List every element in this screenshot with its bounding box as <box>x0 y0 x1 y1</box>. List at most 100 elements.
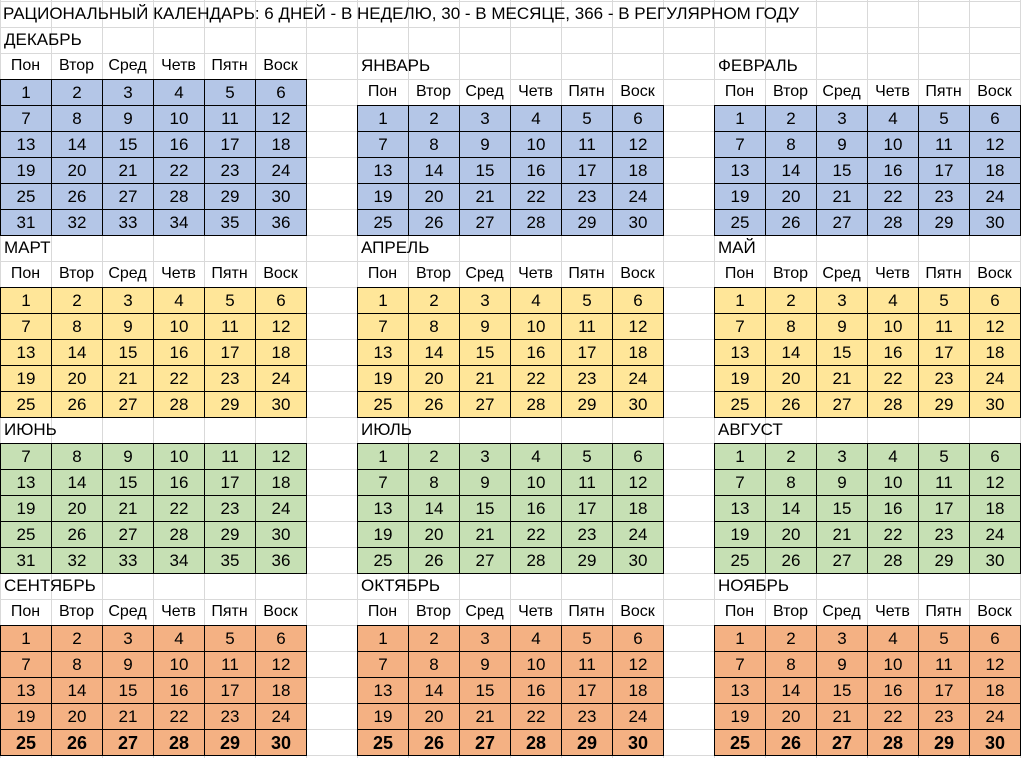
day-cell[interactable]: 29 <box>561 729 613 756</box>
day-cell[interactable]: 9 <box>816 651 868 678</box>
month-name[interactable]: МАЙ <box>718 238 756 257</box>
day-cell[interactable]: 6 <box>255 287 307 314</box>
weekday-header[interactable]: Пон <box>724 265 755 282</box>
day-cell[interactable]: 6 <box>969 443 1021 470</box>
day-cell[interactable]: 1 <box>0 79 52 106</box>
day-cell[interactable]: 24 <box>612 703 664 730</box>
day-cell[interactable]: 13 <box>714 495 766 522</box>
day-cell[interactable]: 24 <box>969 521 1021 548</box>
day-cell[interactable]: 15 <box>459 677 511 704</box>
day-cell[interactable]: 15 <box>816 495 868 522</box>
day-cell[interactable]: 21 <box>102 495 154 522</box>
day-cell[interactable]: 17 <box>918 495 970 522</box>
day-cell[interactable]: 14 <box>408 339 460 366</box>
day-cell[interactable]: 22 <box>153 703 205 730</box>
day-cell[interactable]: 22 <box>867 521 919 548</box>
day-cell[interactable]: 30 <box>255 521 307 548</box>
day-cell[interactable]: 3 <box>816 443 868 470</box>
day-cell[interactable]: 3 <box>816 625 868 652</box>
weekday-header[interactable]: Пон <box>10 603 41 620</box>
day-cell[interactable]: 13 <box>0 677 52 704</box>
day-cell[interactable]: 23 <box>918 183 970 210</box>
day-cell[interactable]: 17 <box>918 157 970 184</box>
day-cell[interactable]: 13 <box>357 677 409 704</box>
day-cell[interactable]: 15 <box>102 131 154 158</box>
day-cell[interactable]: 26 <box>51 521 103 548</box>
day-cell[interactable]: 11 <box>918 131 970 158</box>
weekday-header[interactable]: Сред <box>465 265 504 282</box>
day-cell[interactable]: 30 <box>255 391 307 418</box>
day-cell[interactable]: 8 <box>408 469 460 496</box>
day-cell[interactable]: 28 <box>867 729 919 756</box>
weekday-header[interactable]: Втор <box>58 603 95 620</box>
day-cell[interactable]: 31 <box>0 547 52 574</box>
weekday-header[interactable]: Четв <box>518 603 553 620</box>
day-cell[interactable]: 27 <box>816 729 868 756</box>
day-cell[interactable]: 4 <box>153 287 205 314</box>
month-name[interactable]: АПРЕЛЬ <box>361 238 430 257</box>
day-cell[interactable]: 18 <box>612 157 664 184</box>
day-cell[interactable]: 3 <box>102 287 154 314</box>
day-cell[interactable]: 18 <box>612 495 664 522</box>
page-title[interactable]: РАЦИОНАЛЬНЫЙ КАЛЕНДАРЬ: 6 ДНЕЙ - В НЕДЕЛ… <box>3 4 800 23</box>
day-cell[interactable]: 20 <box>408 365 460 392</box>
day-cell[interactable]: 9 <box>816 313 868 340</box>
day-cell[interactable]: 26 <box>765 209 817 236</box>
day-cell[interactable]: 26 <box>51 183 103 210</box>
day-cell[interactable]: 13 <box>0 339 52 366</box>
day-cell[interactable]: 10 <box>153 313 205 340</box>
day-cell[interactable]: 17 <box>204 339 256 366</box>
day-cell[interactable]: 10 <box>867 651 919 678</box>
day-cell[interactable]: 29 <box>561 209 613 236</box>
day-cell[interactable]: 14 <box>765 677 817 704</box>
day-cell[interactable]: 25 <box>714 729 766 756</box>
day-cell[interactable]: 21 <box>459 183 511 210</box>
day-cell[interactable]: 23 <box>561 365 613 392</box>
day-cell[interactable]: 22 <box>153 365 205 392</box>
day-cell[interactable]: 29 <box>204 391 256 418</box>
month-name[interactable]: ОКТЯБРЬ <box>361 576 441 595</box>
day-cell[interactable]: 24 <box>969 365 1021 392</box>
day-cell[interactable]: 12 <box>969 469 1021 496</box>
day-cell[interactable]: 18 <box>612 339 664 366</box>
month-name[interactable]: МАРТ <box>4 238 51 257</box>
day-cell[interactable]: 28 <box>510 547 562 574</box>
day-cell[interactable]: 23 <box>561 183 613 210</box>
day-cell[interactable]: 7 <box>357 651 409 678</box>
day-cell[interactable]: 1 <box>714 287 766 314</box>
day-cell[interactable]: 23 <box>918 365 970 392</box>
day-cell[interactable]: 9 <box>102 105 154 132</box>
day-cell[interactable]: 30 <box>969 547 1021 574</box>
day-cell[interactable]: 12 <box>612 651 664 678</box>
day-cell[interactable]: 6 <box>612 105 664 132</box>
day-cell[interactable]: 13 <box>357 157 409 184</box>
day-cell[interactable]: 4 <box>510 443 562 470</box>
day-cell[interactable]: 8 <box>51 313 103 340</box>
day-cell[interactable]: 30 <box>969 729 1021 756</box>
day-cell[interactable]: 25 <box>714 209 766 236</box>
day-cell[interactable]: 32 <box>51 209 103 236</box>
day-cell[interactable]: 30 <box>255 729 307 756</box>
day-cell[interactable]: 11 <box>561 651 613 678</box>
month-name[interactable]: ЯНВАРЬ <box>361 56 431 75</box>
day-cell[interactable]: 25 <box>357 547 409 574</box>
day-cell[interactable]: 29 <box>918 547 970 574</box>
day-cell[interactable]: 4 <box>153 79 205 106</box>
weekday-header[interactable]: Пятн <box>925 83 962 100</box>
day-cell[interactable]: 29 <box>918 209 970 236</box>
weekday-header[interactable]: Втор <box>772 265 809 282</box>
day-cell[interactable]: 22 <box>510 703 562 730</box>
day-cell[interactable]: 8 <box>765 313 817 340</box>
day-cell[interactable]: 2 <box>51 79 103 106</box>
day-cell[interactable]: 20 <box>51 495 103 522</box>
day-cell[interactable]: 1 <box>0 625 52 652</box>
day-cell[interactable]: 18 <box>612 677 664 704</box>
day-cell[interactable]: 12 <box>612 313 664 340</box>
day-cell[interactable]: 3 <box>102 79 154 106</box>
day-cell[interactable]: 10 <box>867 313 919 340</box>
weekday-header[interactable]: Пятн <box>925 265 962 282</box>
day-cell[interactable]: 2 <box>765 443 817 470</box>
weekday-header[interactable]: Пон <box>10 57 41 74</box>
day-cell[interactable]: 26 <box>408 729 460 756</box>
day-cell[interactable]: 19 <box>0 157 52 184</box>
